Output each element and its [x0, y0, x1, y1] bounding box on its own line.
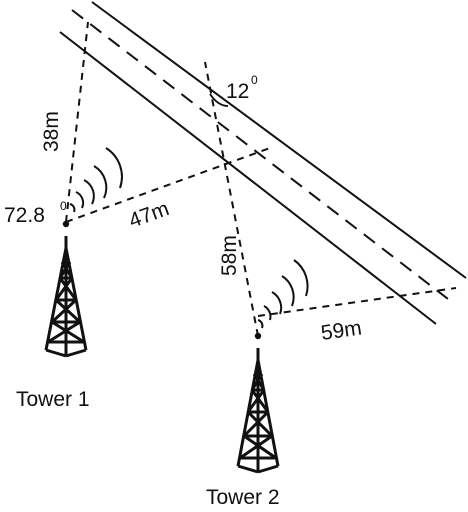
tower1-caption: Tower 1 [16, 388, 90, 411]
degree-mark-72-8: 0 [60, 199, 67, 213]
label-59m: 59m [319, 316, 363, 344]
label-58m: 58m [218, 235, 241, 276]
radio-tower-icon [44, 236, 88, 358]
road-center-dashed [71, 9, 453, 303]
road-upper-edge [91, 1, 467, 279]
radio-tower-icon [236, 348, 280, 474]
measurement-lines [65, 21, 457, 337]
signal-waves-icon [69, 147, 123, 213]
road-lower-edge [59, 31, 437, 325]
label-47m: 47m [126, 197, 172, 233]
label-angle-12: 12 [226, 80, 249, 103]
label-angle-72-8: 72.8 [4, 204, 45, 227]
road [59, 1, 467, 325]
signal-waves-icon [257, 259, 309, 329]
degree-mark-12: 0 [251, 73, 258, 87]
line-59m [257, 287, 457, 317]
label-38m: 38m [40, 111, 63, 152]
line-58m [204, 61, 259, 337]
line-47m [65, 147, 271, 223]
tower2-caption: Tower 2 [206, 486, 280, 509]
angle-arc-12 [209, 93, 229, 107]
tower1-point [62, 220, 70, 228]
tower2-point [254, 332, 262, 340]
